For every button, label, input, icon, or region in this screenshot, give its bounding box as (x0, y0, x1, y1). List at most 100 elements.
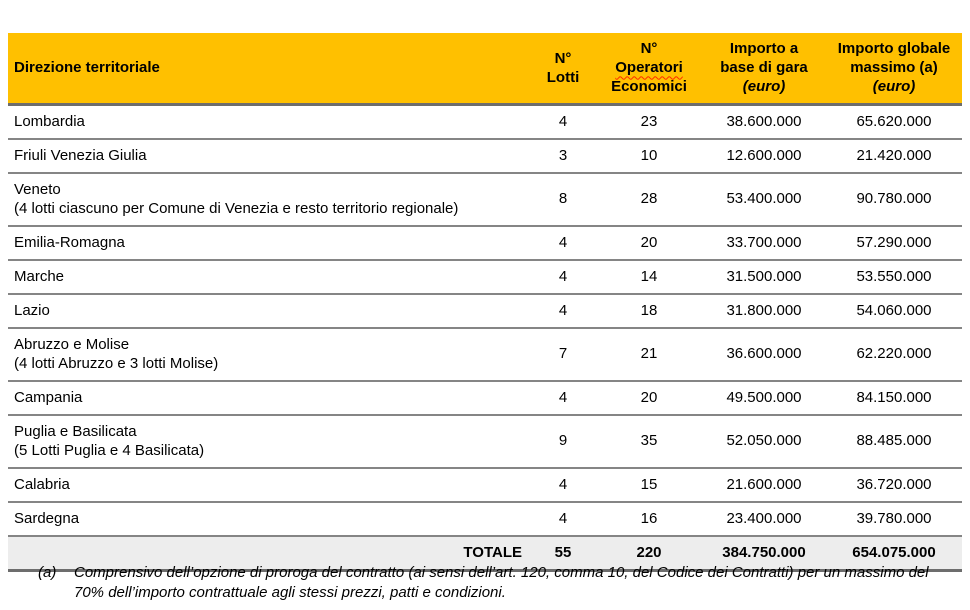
cell-n-operatori: 28 (640, 190, 658, 207)
territorio-name: Marche (14, 267, 65, 285)
cell-importo-massimo: 53.550.000 (856, 267, 932, 285)
header-importo-massimo-line1: Importo globale (837, 40, 951, 58)
territorio-name: Veneto (14, 180, 61, 198)
header-importo-base-euro: (euro) (742, 78, 786, 96)
table-row: Abruzzo e Molise (4 lotti Abruzzo e 3 lot… (8, 327, 962, 381)
cell-importo-massimo: 54.060.000 (856, 301, 932, 319)
cell-n-lotti: 9 (558, 432, 568, 449)
cell-direzione-territoriale: Friuli Venezia Giulia (8, 139, 530, 173)
header-importo-globale-massimo: Importo globale massimo (a) (euro) (826, 33, 962, 104)
territorio-name: Puglia e Basilicata (14, 422, 137, 440)
table-row: Marche 4 14 31.500.000 53.550.000 (8, 259, 962, 294)
footnote-text: Comprensivo dell’opzione di proroga del … (74, 564, 929, 601)
total-n-lotti: 55 (554, 543, 572, 561)
header-importo-base-gara: Importo a base di gara (euro) (702, 33, 826, 104)
cell-direzione-territoriale: Campania (8, 381, 530, 415)
cell-n-operatori: 23 (640, 112, 658, 130)
header-importo-base-line2: base di gara (720, 59, 808, 77)
table-row: Lombardia 4 23 38.600.000 65.620.000 (8, 104, 962, 139)
cell-importo-base: 53.400.000 (726, 190, 802, 207)
cell-importo-base: 49.500.000 (726, 388, 802, 406)
cell-n-lotti: 4 (558, 301, 568, 319)
footnote: (a) Comprensivo dell’opzione di proroga … (38, 563, 963, 603)
table-row: Sardegna 4 16 23.400.000 39.780.000 (8, 501, 962, 536)
cell-n-operatori: 10 (640, 146, 658, 164)
total-row: TOTALE 55 220 384.750.000 654.075.000 (8, 535, 962, 570)
cell-importo-base: 21.600.000 (726, 475, 802, 493)
total-importo-massimo: 654.075.000 (852, 543, 936, 561)
table-row: Puglia e Basilicata (5 Lotti Puglia e 4 B… (8, 414, 962, 468)
territorio-name: Friuli Venezia Giulia (14, 146, 147, 164)
territorio-name: Emilia-Romagna (14, 233, 125, 251)
spellcheck-underline: Operatori (615, 59, 683, 77)
cell-importo-massimo: 65.620.000 (856, 112, 932, 130)
cell-importo-massimo: 36.720.000 (856, 475, 932, 493)
cell-n-operatori: 21 (640, 345, 658, 362)
cell-direzione-territoriale: Abruzzo e Molise (4 lotti Abruzzo e 3 lot… (8, 328, 530, 381)
header-n-lotti: N° Lotti (530, 33, 596, 104)
table-row: Lazio 4 18 31.800.000 54.060.000 (8, 293, 962, 328)
total-importo-base: 384.750.000 (722, 543, 806, 561)
table-row: Friuli Venezia Giulia 3 10 12.600.000 21.420… (8, 138, 962, 173)
territorio-name: Campania (14, 388, 83, 406)
header-n-operatori-economici: N° Operatori Economici (596, 33, 702, 104)
cell-n-lotti: 4 (558, 233, 568, 251)
cell-importo-massimo: 62.220.000 (856, 345, 932, 362)
cell-n-operatori: 14 (640, 267, 658, 285)
cell-n-operatori: 15 (640, 475, 658, 493)
header-importo-massimo-euro: (euro) (872, 78, 916, 96)
cell-n-operatori: 16 (640, 509, 658, 527)
cell-n-operatori: 18 (640, 301, 658, 319)
cell-importo-massimo: 57.290.000 (856, 233, 932, 251)
territorio-name: Lazio (14, 301, 50, 319)
footnote-marker: (a) (38, 564, 57, 581)
cell-direzione-territoriale: Lazio (8, 294, 530, 328)
cell-importo-massimo: 90.780.000 (856, 190, 932, 207)
territorio-name: Abruzzo e Molise (14, 335, 130, 353)
header-direzione-territoriale: Direzione territoriale (14, 59, 160, 77)
header-n-lotti-line1: N° (554, 49, 572, 67)
header-row: Direzione territoriale N° Lotti N° Opera… (8, 33, 962, 104)
territorio-note: (4 lotti Abruzzo e 3 lotti Molise) (14, 354, 219, 372)
total-label: TOTALE (463, 543, 522, 561)
header-operatori-line2: Operatori (600, 58, 698, 77)
cell-importo-massimo: 39.780.000 (856, 509, 932, 527)
cell-importo-massimo: 84.150.000 (856, 388, 932, 406)
header-importo-massimo-line2: massimo (a) (850, 59, 938, 77)
cell-n-lotti: 4 (558, 509, 568, 527)
territorio-note: (5 Lotti Puglia e 4 Basilicata) (14, 441, 205, 459)
cell-importo-base: 36.600.000 (726, 345, 802, 362)
table-row: Emilia-Romagna 4 20 33.700.000 57.290.000 (8, 225, 962, 260)
cell-n-operatori: 20 (640, 233, 658, 251)
cell-importo-base: 23.400.000 (726, 509, 802, 527)
cell-n-operatori: 35 (640, 432, 658, 449)
cell-n-lotti: 4 (558, 475, 568, 493)
cell-n-lotti: 3 (558, 146, 568, 164)
table-body: Lombardia 4 23 38.600.000 65.620.000 Friuli V… (8, 104, 962, 536)
cell-n-operatori: 20 (640, 388, 658, 406)
cell-direzione-territoriale: Veneto (4 lotti ciascuno per Comune di Ve… (8, 173, 530, 226)
territorio-name: Lombardia (14, 112, 85, 130)
cell-direzione-territoriale: Emilia-Romagna (8, 226, 530, 260)
cell-direzione-territoriale: Puglia e Basilicata (5 Lotti Puglia e 4 B… (8, 415, 530, 468)
direzioni-territoriali-table: Direzione territoriale N° Lotti N° Opera… (8, 33, 962, 572)
cell-importo-base: 31.500.000 (726, 267, 802, 285)
total-n-operatori: 220 (636, 543, 662, 561)
cell-n-lotti: 4 (558, 112, 568, 130)
territorio-name: Calabria (14, 475, 70, 493)
cell-n-lotti: 4 (558, 388, 568, 406)
table-header: Direzione territoriale N° Lotti N° Opera… (8, 33, 962, 104)
header-n-lotti-line2: Lotti (546, 68, 580, 86)
territorio-note: (4 lotti ciascuno per Comune di Venezia … (14, 199, 459, 217)
cell-direzione-territoriale: Lombardia (8, 104, 530, 139)
table-row: Campania 4 20 49.500.000 84.150.000 (8, 380, 962, 415)
cell-importo-base: 12.600.000 (726, 146, 802, 164)
table-footer: TOTALE 55 220 384.750.000 654.075.000 (8, 535, 962, 570)
cell-importo-base: 38.600.000 (726, 112, 802, 130)
cell-importo-massimo: 88.485.000 (856, 432, 932, 449)
cell-direzione-territoriale: Marche (8, 260, 530, 294)
territorio-name: Sardegna (14, 509, 80, 527)
table-row: Veneto (4 lotti ciascuno per Comune di Ve… (8, 172, 962, 226)
cell-n-lotti: 4 (558, 267, 568, 285)
